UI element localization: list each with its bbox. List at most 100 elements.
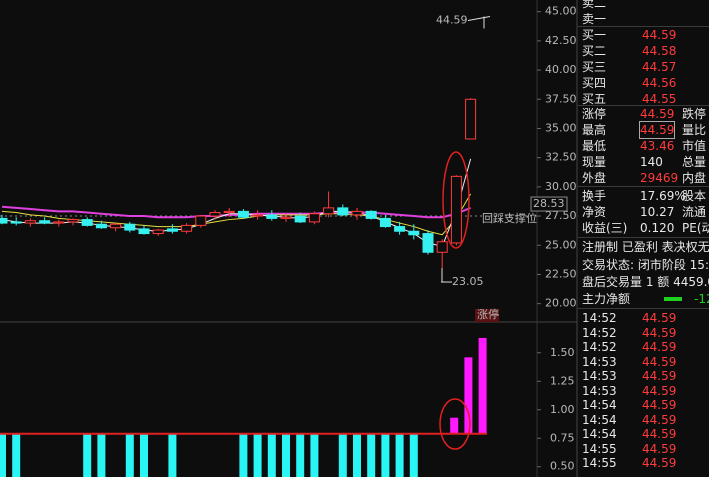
trade-status: 交易状态: 闭市阶段 15:3 xyxy=(582,258,709,272)
stat-value: 44.59 xyxy=(640,107,675,121)
candle-body xyxy=(24,220,36,224)
y-tick-label: 22.50 xyxy=(545,267,577,280)
indicator-bar xyxy=(140,433,148,477)
candle-body xyxy=(280,216,292,219)
stat-label: 最高 xyxy=(582,123,607,137)
moving-average xyxy=(1,158,472,248)
candle-body xyxy=(408,230,420,236)
indicator-bar xyxy=(395,433,404,477)
notice: 注册制 已盈利 表决权无差 xyxy=(582,240,709,254)
ask-label: 卖一 xyxy=(582,12,607,26)
trade-price: 44.59 xyxy=(642,427,677,441)
candle-body xyxy=(67,219,79,223)
y-tick-label: 1.25 xyxy=(550,374,575,387)
ask-label: 卖二 xyxy=(582,0,607,10)
bid-label: 买五 xyxy=(582,92,607,106)
candle-body xyxy=(0,217,8,224)
trade-time: 14:53 xyxy=(582,383,617,398)
stat-label-2: 市值 xyxy=(682,139,707,153)
main-net-bar xyxy=(664,297,682,301)
main-net-value: -12 xyxy=(694,292,709,306)
highlight xyxy=(439,398,471,450)
bid-label: 买一 xyxy=(582,28,607,42)
trade-price: 44.59 xyxy=(642,354,677,369)
trade-price: 44.59 xyxy=(642,456,677,470)
candle-body xyxy=(138,228,150,235)
support-label: 回踩支撑位 xyxy=(482,211,537,225)
indicator-bar xyxy=(296,433,305,477)
candle-body xyxy=(124,223,136,231)
candle-body xyxy=(266,214,278,219)
stat-label: 外盘 xyxy=(582,171,607,185)
y-tick-label: 20.00 xyxy=(545,297,577,310)
stat-value: 17.69% xyxy=(640,189,686,203)
stat-label-2: 总量 xyxy=(682,155,707,169)
bid-price: 44.59 xyxy=(642,28,677,42)
indicator-bar xyxy=(450,417,459,434)
candle-body xyxy=(422,233,434,253)
stat-value: 140 xyxy=(640,155,663,169)
y-tick-label: 0.50 xyxy=(550,460,575,473)
bid-price: 44.57 xyxy=(642,60,677,74)
last-price: 28.53 xyxy=(533,197,565,210)
candle-body xyxy=(323,207,335,215)
indicator-bar xyxy=(310,433,319,477)
indicator-bar xyxy=(0,433,6,477)
trade-time: 14:54 xyxy=(582,427,617,441)
y-tick-label: 32.50 xyxy=(545,151,577,164)
moving-average xyxy=(1,205,471,219)
candle-body xyxy=(379,217,391,228)
separator xyxy=(578,105,709,106)
y-tick-label: 27.50 xyxy=(545,209,577,222)
candle-body xyxy=(351,210,363,216)
candle-body xyxy=(195,215,207,226)
candle-body xyxy=(81,219,93,226)
y-tick-label: 42.50 xyxy=(545,34,577,47)
indicator-bar xyxy=(239,433,248,477)
trade-price: 44.59 xyxy=(642,325,677,340)
candle-body xyxy=(436,241,448,253)
moving-average xyxy=(1,193,472,236)
separator xyxy=(578,26,709,27)
trade-price: 44.59 xyxy=(642,369,677,383)
high-marker: 44.59 xyxy=(436,13,468,26)
indicator-bar xyxy=(83,433,92,477)
y-tick-label: 1.00 xyxy=(550,403,575,416)
trade-price: 44.59 xyxy=(642,340,677,354)
candle-body xyxy=(337,207,349,216)
candle-body xyxy=(39,220,51,224)
y-tick-label: 0.75 xyxy=(550,431,575,444)
candle-body xyxy=(181,224,193,232)
y-tick-label: 1.50 xyxy=(550,346,575,359)
trade-price: 44.59 xyxy=(642,412,677,427)
candle-body xyxy=(166,228,178,232)
trade-time: 14:54 xyxy=(582,412,617,427)
stat-label-2: 跌停 xyxy=(682,107,707,121)
high-arrow xyxy=(467,15,491,21)
indicator-bar xyxy=(12,433,21,477)
candle-body xyxy=(10,221,22,224)
limit-up-tag: 涨停 xyxy=(477,307,499,321)
candle-body xyxy=(152,229,164,235)
last-price-box xyxy=(530,196,568,212)
stat-label-2: 流通 xyxy=(682,205,707,219)
stat-label: 换手 xyxy=(582,189,607,203)
y-tick-label: 35.00 xyxy=(545,121,577,134)
stat-label-2: 股本 xyxy=(682,189,707,203)
indicator-bar xyxy=(381,433,390,477)
bid-price: 44.58 xyxy=(642,44,677,58)
stat-label: 涨停 xyxy=(582,107,607,121)
candle-body xyxy=(465,98,477,140)
y-tick-label: 30.00 xyxy=(545,180,577,193)
y-tick-label: 40.00 xyxy=(545,63,577,76)
low-marker: 23.05 xyxy=(452,275,484,288)
candle-body xyxy=(223,210,235,214)
indicator-bar xyxy=(282,433,290,477)
y-tick-label: 45.00 xyxy=(545,5,577,18)
quote-panel: 卖二 卖一 买一 44.59 买二 44.58 买三 44.57 买四 44.56 买五 44.55 涨… xyxy=(578,0,709,477)
stat-value: 29469 xyxy=(640,171,679,185)
separator xyxy=(578,237,709,238)
trade-time: 14:52 xyxy=(582,311,617,325)
indicator-bar xyxy=(168,433,177,477)
